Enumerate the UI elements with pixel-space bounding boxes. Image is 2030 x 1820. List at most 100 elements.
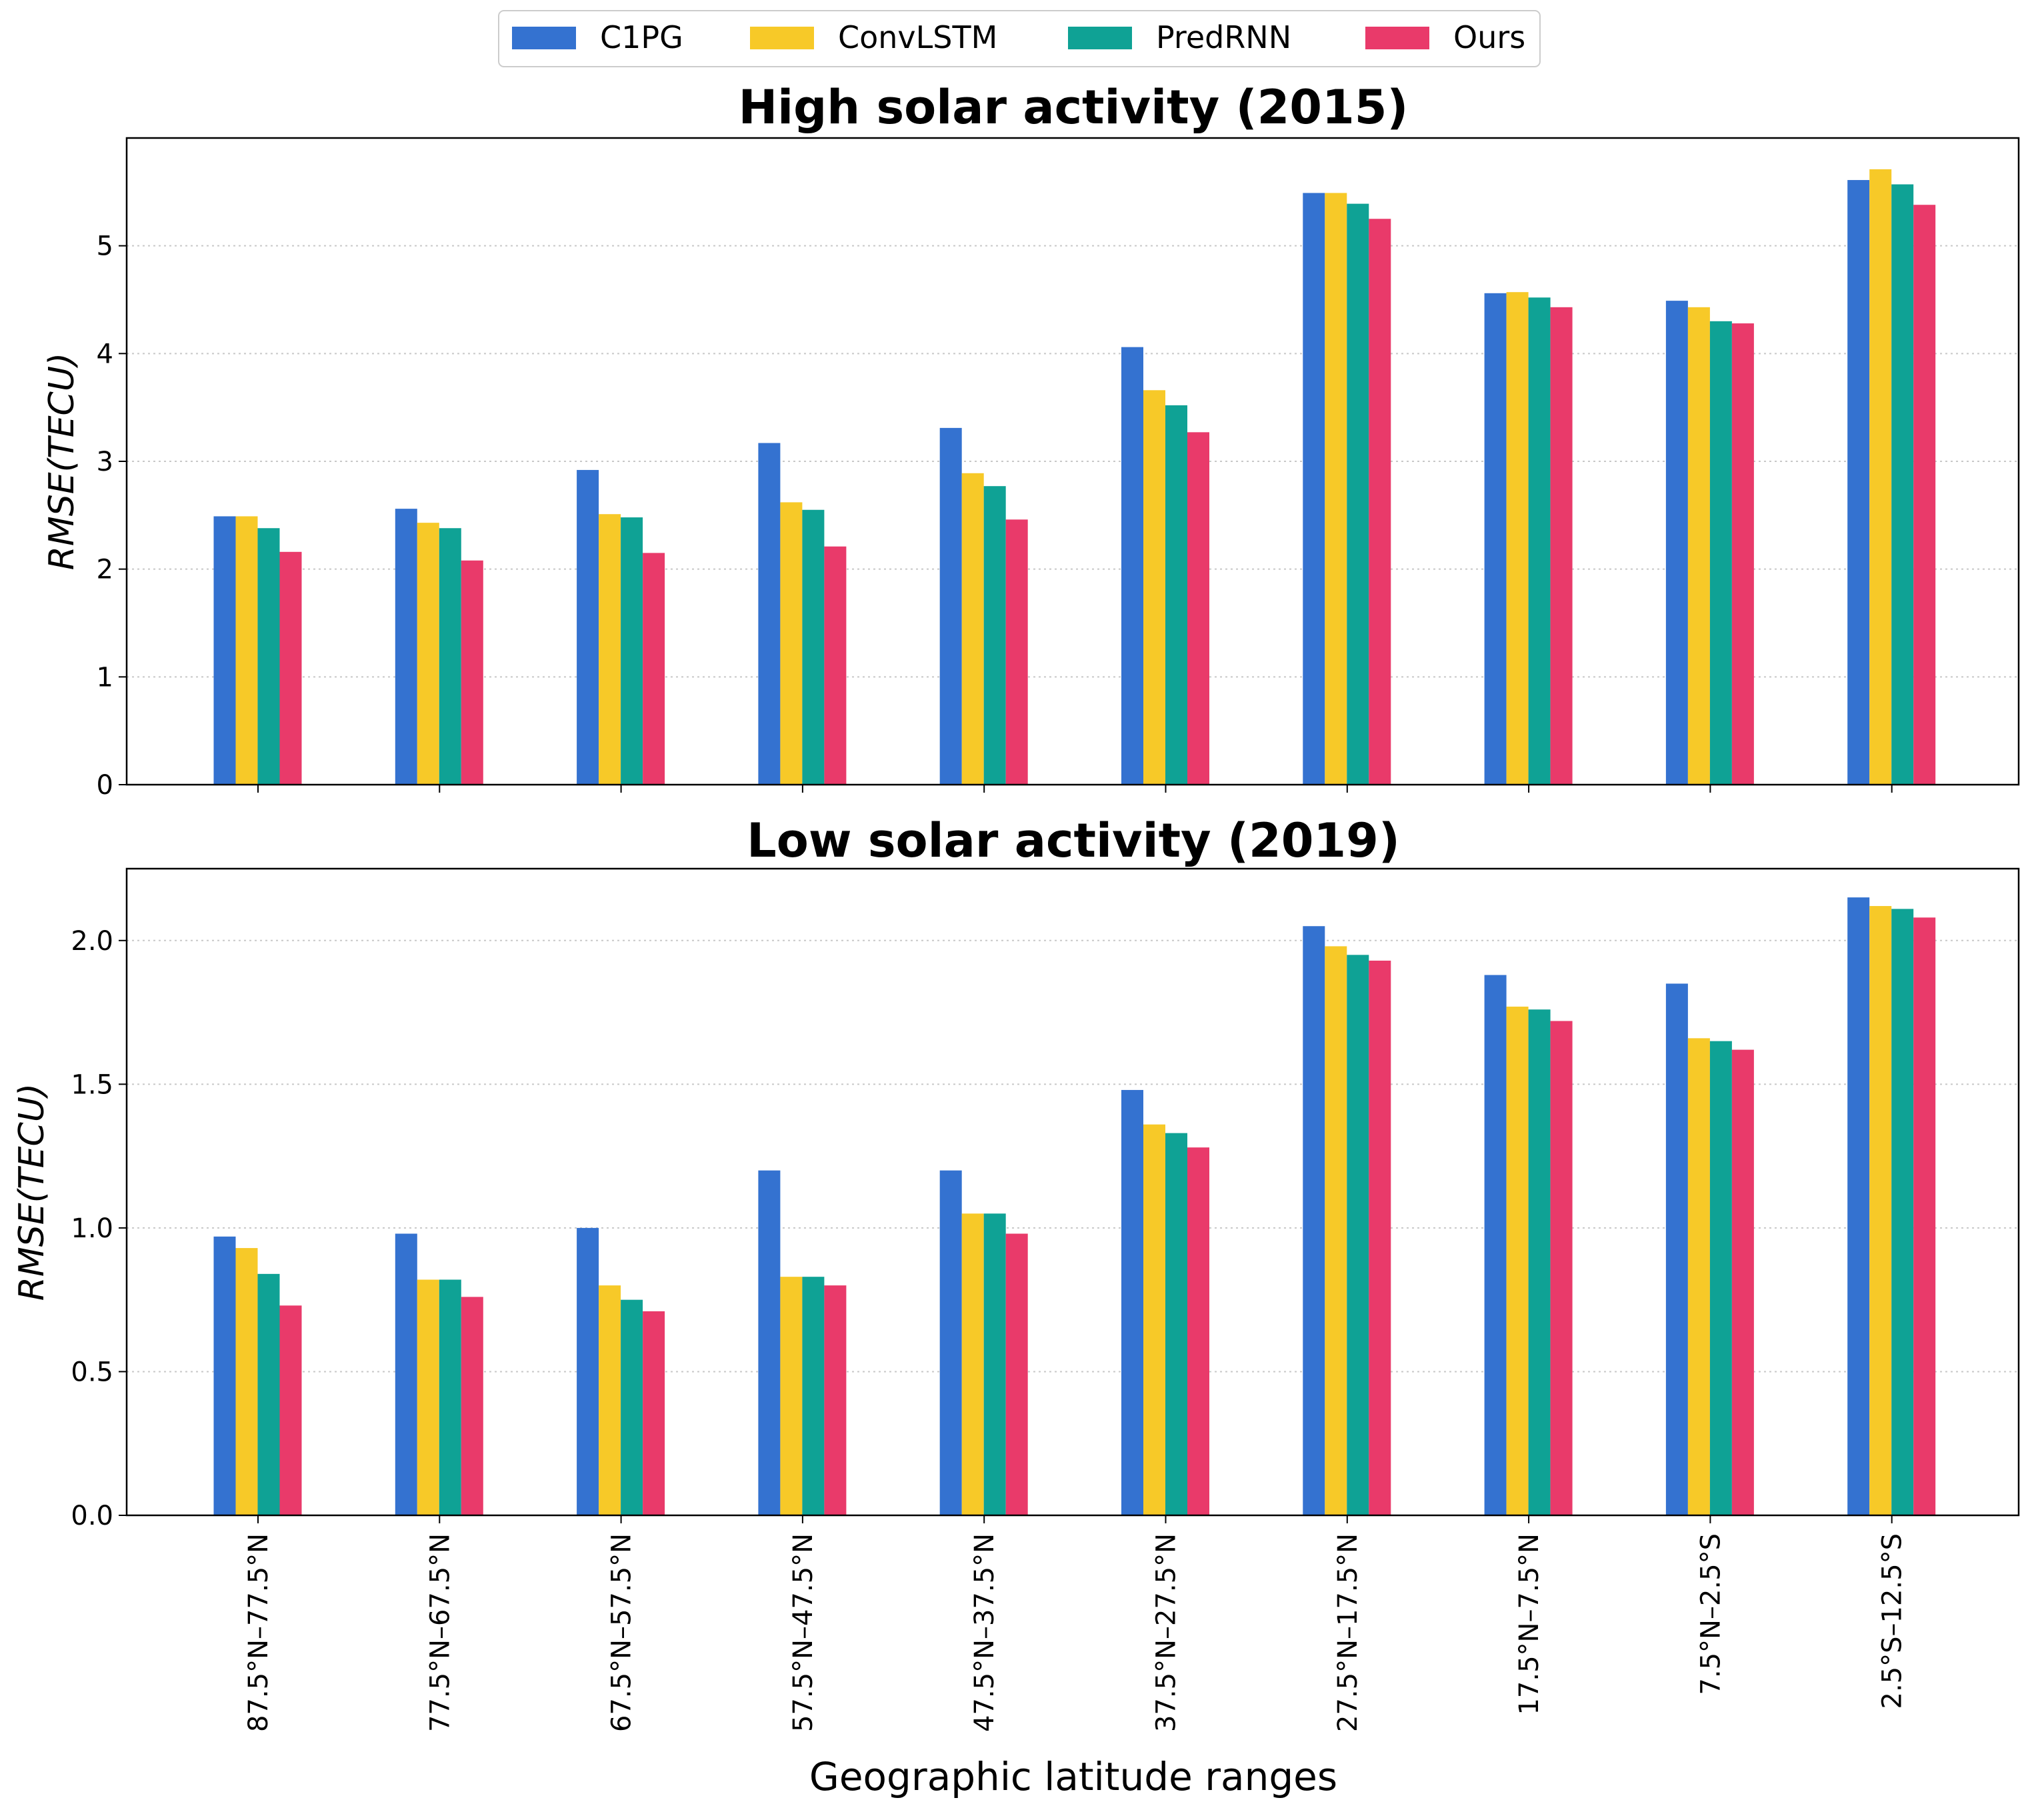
bar-predrnn-3 — [802, 1277, 825, 1515]
bar-convlstm-6 — [1325, 946, 1347, 1515]
y-tick-label: 2.0 — [71, 926, 113, 957]
legend-swatch-ours — [1365, 27, 1429, 49]
bar-predrnn-9 — [1891, 184, 1914, 785]
x-tick-label: 27.5°N–17.5°N — [1333, 1533, 1363, 1732]
bar-convlstm-7 — [1506, 292, 1529, 785]
bar-ours-3 — [824, 1285, 847, 1515]
legend-swatch-convlstm — [750, 27, 814, 49]
legend-item-c1pg: C1PG — [512, 19, 683, 55]
chart-title: Low solar activity (2019) — [747, 813, 1400, 868]
bar-ours-9 — [1913, 917, 1936, 1515]
bar-convlstm-3 — [780, 502, 803, 785]
y-tick-label: 0.0 — [71, 1501, 113, 1531]
bar-convlstm-2 — [599, 514, 621, 785]
bar-ours-4 — [1005, 519, 1028, 785]
bar-predrnn-2 — [621, 1299, 643, 1515]
legend-swatch-c1pg — [512, 27, 576, 49]
y-tick-label: 1 — [97, 662, 113, 693]
bar-ours-8 — [1731, 1049, 1754, 1515]
x-tick-label: 87.5°N–77.5°N — [243, 1533, 274, 1732]
bar-convlstm-5 — [1143, 1124, 1165, 1515]
x-tick-label: 47.5°N–37.5°N — [969, 1533, 1000, 1732]
bar-ours-5 — [1187, 432, 1209, 785]
bar-predrnn-0 — [257, 1273, 280, 1515]
bar-predrnn-2 — [621, 517, 643, 785]
x-tick-label: 37.5°N–27.5°N — [1151, 1533, 1182, 1732]
y-tick-label: 0 — [97, 770, 113, 801]
bar-c1pg-6 — [1303, 926, 1325, 1515]
legend-label-c1pg: C1PG — [600, 19, 683, 55]
bar-convlstm-8 — [1687, 307, 1710, 785]
bar-ours-1 — [461, 1297, 483, 1515]
bar-predrnn-8 — [1709, 1041, 1732, 1515]
legend-label-convlstm: ConvLSTM — [838, 19, 997, 55]
x-tick-label: 17.5°N–7.5°N — [1514, 1533, 1545, 1715]
plot-frame — [125, 867, 2020, 1517]
bar-convlstm-4 — [961, 473, 984, 785]
bar-convlstm-6 — [1325, 193, 1347, 785]
legend-item-ours: Ours — [1365, 19, 1525, 55]
bar-ours-7 — [1550, 307, 1573, 785]
bar-convlstm-3 — [780, 1277, 803, 1515]
bar-convlstm-5 — [1143, 390, 1165, 785]
y-tick-label: 1.5 — [71, 1069, 113, 1100]
bar-c1pg-1 — [395, 1233, 417, 1515]
bar-c1pg-7 — [1484, 975, 1507, 1515]
bar-c1pg-2 — [577, 469, 599, 785]
bar-ours-5 — [1187, 1147, 1209, 1515]
legend-swatch-predrnn — [1068, 27, 1132, 49]
bar-predrnn-4 — [983, 486, 1006, 785]
bar-ours-2 — [643, 553, 665, 785]
y-tick-label: 1.0 — [71, 1213, 113, 1244]
bar-c1pg-0 — [213, 1236, 236, 1515]
bar-convlstm-9 — [1869, 169, 1892, 785]
bar-convlstm-7 — [1506, 1006, 1529, 1515]
bar-predrnn-8 — [1709, 321, 1732, 785]
chart-panel-low-solar: Low solar activity (2019) 0.0 0.5 1.0 1.5 2.0… — [12, 813, 2020, 1732]
x-tick-label: 77.5°N–67.5°N — [425, 1533, 455, 1732]
chart-title: High solar activity (2015) — [739, 80, 1409, 135]
bar-predrnn-5 — [1165, 1133, 1187, 1515]
bar-c1pg-1 — [395, 509, 417, 785]
legend-item-convlstm: ConvLSTM — [750, 19, 997, 55]
bar-convlstm-2 — [599, 1285, 621, 1515]
y-tick-label: 0.5 — [71, 1357, 113, 1387]
bar-ours-0 — [279, 551, 302, 785]
legend-item-predrnn: PredRNN — [1068, 19, 1291, 55]
y-axis-label: RMSE(TECU) — [42, 353, 82, 570]
bar-c1pg-7 — [1484, 293, 1507, 785]
bar-c1pg-4 — [939, 1170, 962, 1515]
bar-c1pg-9 — [1847, 180, 1870, 785]
bar-convlstm-4 — [961, 1213, 984, 1515]
bar-c1pg-8 — [1665, 983, 1688, 1515]
legend: C1PG ConvLSTM PredRNN Ours — [498, 10, 1541, 67]
bar-c1pg-5 — [1121, 347, 1143, 785]
bar-convlstm-0 — [235, 1248, 258, 1515]
bar-ours-0 — [279, 1305, 302, 1515]
bar-c1pg-4 — [939, 427, 962, 785]
bar-predrnn-5 — [1165, 405, 1187, 785]
bar-c1pg-9 — [1847, 897, 1870, 1515]
bar-convlstm-9 — [1869, 906, 1892, 1515]
chart-panel-high-solar: High solar activity (2015) 0 1 2 3 4 5 RMSE(TEC… — [42, 80, 2020, 801]
bar-ours-9 — [1913, 205, 1936, 785]
legend-frame — [498, 10, 1541, 67]
bar-predrnn-7 — [1528, 1009, 1551, 1515]
y-tick-label: 2 — [97, 555, 113, 585]
bar-ours-6 — [1369, 960, 1391, 1515]
bar-c1pg-6 — [1303, 193, 1325, 785]
bar-predrnn-3 — [802, 509, 825, 785]
x-tick-label: 7.5°N–2.5°S — [1695, 1533, 1726, 1695]
bar-predrnn-6 — [1347, 955, 1369, 1515]
bar-ours-7 — [1550, 1021, 1573, 1515]
bar-ours-3 — [824, 546, 847, 785]
y-tick-label: 3 — [97, 447, 113, 477]
bar-c1pg-8 — [1665, 301, 1688, 785]
legend-label-predrnn: PredRNN — [1156, 19, 1291, 55]
bar-convlstm-8 — [1687, 1038, 1710, 1515]
bar-c1pg-5 — [1121, 1089, 1143, 1515]
bar-ours-2 — [643, 1311, 665, 1515]
bar-convlstm-1 — [417, 1279, 439, 1515]
plot-frame — [125, 137, 2020, 786]
bar-ours-8 — [1731, 323, 1754, 785]
